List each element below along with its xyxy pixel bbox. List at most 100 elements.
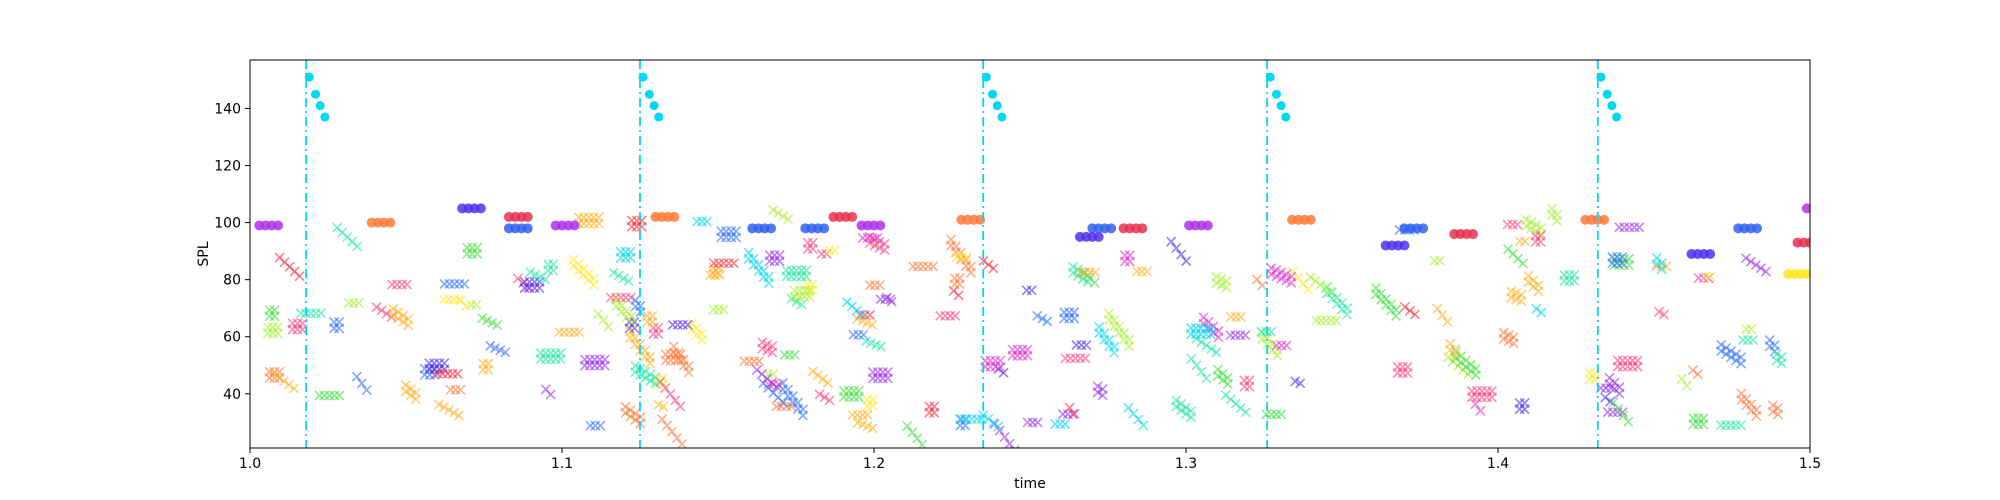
note-cross — [294, 271, 305, 282]
note-cross — [988, 263, 999, 274]
beat-marker — [1607, 101, 1617, 111]
note-cross — [448, 407, 459, 418]
note-cross — [1569, 269, 1580, 280]
beat-marker — [1271, 89, 1281, 99]
note-cross — [535, 271, 546, 283]
note-cross — [1118, 328, 1130, 339]
note-cross — [670, 395, 681, 406]
note-cross — [334, 317, 345, 328]
y-tick-label: 100 — [214, 216, 241, 232]
note-cross — [1634, 222, 1645, 233]
note-cross — [1069, 408, 1080, 419]
note-point — [1399, 240, 1410, 251]
note-cross — [998, 367, 1009, 378]
note-cross — [403, 313, 414, 325]
note-cross — [540, 274, 551, 285]
note-cross — [1211, 347, 1222, 358]
note-cross — [1390, 304, 1402, 315]
note-cross — [661, 420, 673, 431]
note-cross — [1113, 321, 1125, 332]
note-cross — [907, 427, 918, 438]
note-cross — [625, 292, 636, 303]
note-cross — [334, 390, 345, 401]
note-cross — [993, 421, 1004, 432]
note-cross — [953, 290, 964, 301]
note-cross — [787, 391, 798, 402]
note-cross — [1716, 339, 1727, 350]
note-cross — [398, 310, 409, 321]
note-cross — [624, 326, 636, 337]
note-cross — [983, 259, 994, 270]
note-cross — [1653, 306, 1665, 317]
note-cross — [1170, 395, 1182, 406]
note-cross — [588, 273, 599, 284]
x-tick-label: 1.5 — [1799, 456, 1821, 472]
note-point — [475, 203, 486, 214]
note-cross — [1617, 251, 1628, 262]
note-cross — [1235, 311, 1246, 323]
note-cross — [774, 249, 785, 261]
beat-marker — [1265, 72, 1275, 82]
note-cross — [1516, 289, 1527, 300]
note-cross — [807, 279, 818, 290]
note-cross — [1470, 363, 1481, 374]
note-cross — [595, 420, 606, 431]
note-cross — [812, 370, 823, 381]
note-cross — [1676, 373, 1687, 384]
note-cross — [1067, 409, 1078, 420]
note-cross — [635, 300, 646, 311]
beat-marker — [992, 101, 1002, 111]
note-cross — [807, 237, 818, 248]
note-cross — [853, 385, 864, 396]
note-cross — [1032, 417, 1043, 428]
note-cross — [1124, 250, 1135, 261]
note-cross — [1240, 330, 1251, 341]
note-cross — [1656, 257, 1667, 269]
note-point — [875, 220, 886, 231]
note-cross — [640, 366, 651, 377]
note-cross — [1698, 413, 1709, 424]
note-cross — [288, 383, 299, 394]
note-cross — [1037, 313, 1048, 324]
note-cross — [715, 269, 726, 281]
beat-marker — [304, 72, 314, 82]
note-point — [847, 211, 858, 222]
note-cross — [492, 320, 503, 331]
note-cross — [1486, 385, 1497, 397]
note-cross — [548, 259, 559, 270]
note-cross — [718, 304, 729, 315]
beat-marker — [981, 72, 991, 82]
note-cross — [1206, 343, 1217, 354]
beat-marker — [644, 89, 654, 99]
note-cross — [682, 319, 693, 330]
note-cross — [1613, 403, 1624, 414]
note-point — [1805, 237, 1810, 248]
note-cross — [356, 378, 367, 389]
note-point — [1801, 268, 1810, 279]
note-cross — [545, 389, 556, 400]
x-tick-label: 1.3 — [1175, 456, 1197, 472]
beat-marker — [988, 89, 998, 99]
note-cross — [885, 294, 896, 305]
note-cross — [1222, 372, 1233, 384]
x-tick-label: 1.0 — [239, 456, 261, 472]
note-cross — [1315, 279, 1326, 290]
note-cross — [1281, 340, 1292, 351]
note-cross — [455, 384, 466, 395]
note-cross — [771, 382, 782, 393]
note-cross — [1740, 253, 1752, 264]
note-cross — [1325, 286, 1336, 298]
note-cross — [1726, 345, 1737, 357]
note-cross — [625, 246, 636, 257]
note-cross — [1201, 373, 1212, 384]
note-cross — [1081, 340, 1092, 351]
note-cross — [858, 329, 869, 340]
note-cross — [1755, 263, 1766, 274]
beat-marker — [1602, 89, 1612, 99]
note-cross — [666, 426, 678, 437]
note-cross — [1526, 217, 1537, 228]
note-cross — [635, 412, 646, 423]
note-cross — [728, 258, 739, 269]
